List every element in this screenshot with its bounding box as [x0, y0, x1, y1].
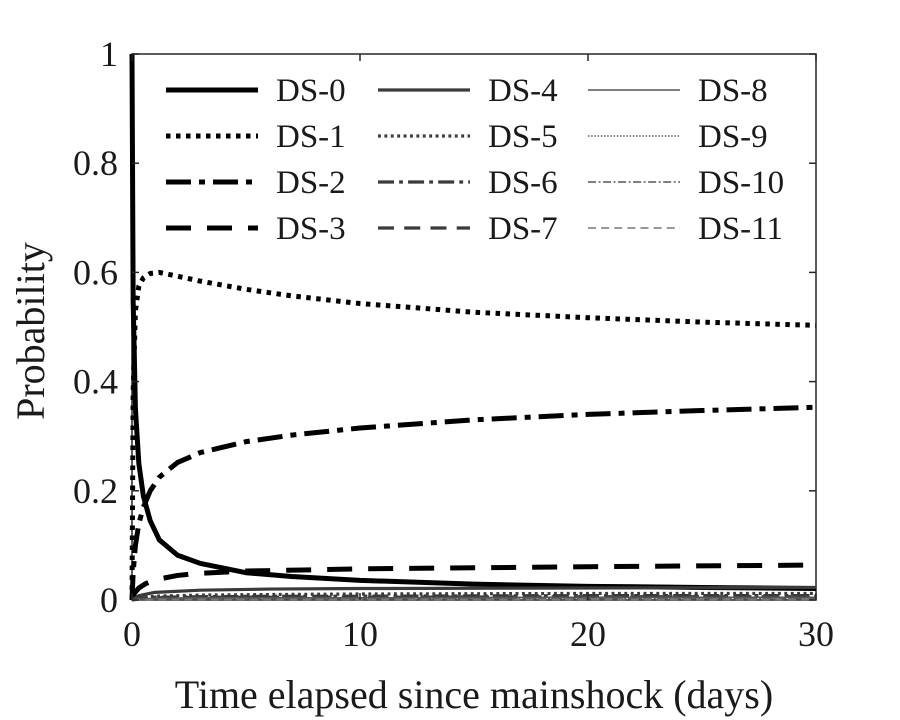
y-tick-label: 0.8	[73, 143, 118, 183]
x-tick-label: 10	[342, 614, 378, 654]
legend-label-ds-4: DS-4	[488, 73, 558, 109]
x-tick-label: 0	[123, 614, 141, 654]
legend-label-ds-2: DS-2	[276, 165, 346, 201]
y-tick-label: 0.4	[73, 362, 118, 402]
y-axis-label: Probability	[8, 242, 53, 420]
series-line-ds-10	[131, 598, 816, 601]
series-line-ds-2	[129, 404, 817, 601]
y-tick-label: 0	[100, 580, 118, 620]
legend-label-ds-1: DS-1	[276, 119, 346, 155]
y-tick-label: 1	[100, 34, 118, 74]
legend-label-ds-0: DS-0	[276, 73, 346, 109]
y-tick-label: 0.2	[73, 471, 118, 511]
ticks-layer: 0 10 20 30 0 0.2 0.4 0.6 0.8 1	[73, 34, 834, 654]
legend-label-ds-6: DS-6	[488, 165, 558, 201]
series-line-ds-3	[129, 562, 817, 601]
series-line-ds-0	[129, 53, 817, 592]
legend-label-ds-11: DS-11	[698, 211, 783, 247]
series-layer	[129, 53, 817, 602]
legend: DS-0 DS-1 DS-2 DS-3 DS-4 DS-5 DS-6 DS-7 DS-8 DS-9…	[166, 73, 784, 247]
series-line-ds-4	[131, 585, 817, 602]
legend-label-ds-5: DS-5	[488, 119, 558, 155]
x-tick-label: 30	[798, 614, 834, 654]
legend-label-ds-9: DS-9	[698, 119, 768, 155]
plot-area: 0 10 20 30 0 0.2 0.4 0.6 0.8 1	[73, 34, 834, 654]
legend-label-ds-7: DS-7	[488, 211, 558, 247]
x-tick-label: 20	[570, 614, 606, 654]
y-tick-label: 0.6	[73, 252, 118, 292]
legend-label-ds-8: DS-8	[698, 73, 768, 109]
series-line-ds-5	[131, 591, 816, 602]
legend-label-ds-10: DS-10	[698, 165, 784, 201]
series-line-ds-1	[129, 269, 817, 601]
legend-label-ds-3: DS-3	[276, 211, 346, 247]
x-axis-label: Time elapsed since mainshock (days)	[175, 672, 773, 717]
